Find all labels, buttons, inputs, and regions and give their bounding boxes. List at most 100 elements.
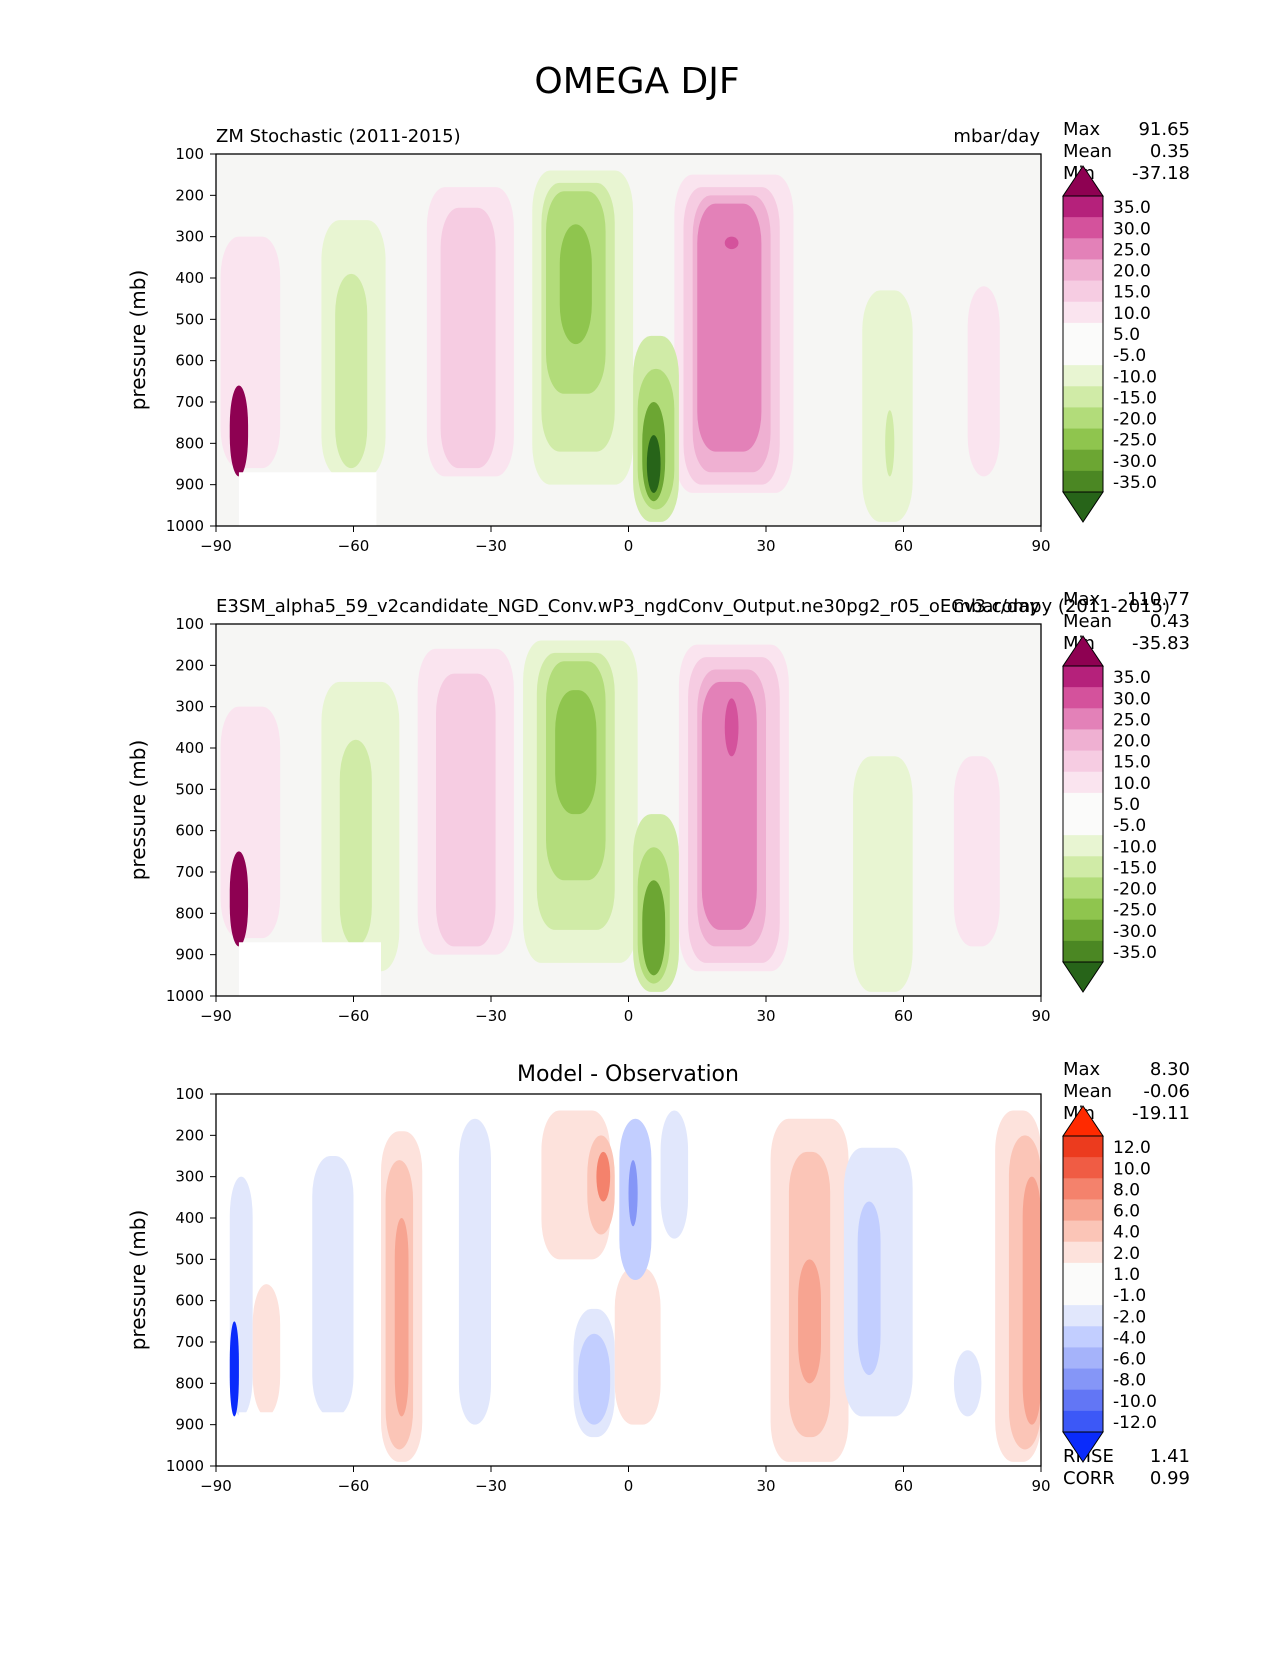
panel-bottom-title: Model - Observation: [517, 1062, 739, 1087]
x-tick-label: −90: [200, 537, 232, 555]
contour-negative-level-5: [642, 880, 666, 976]
x-tick-label: 30: [756, 537, 775, 555]
colorbar-band: [1063, 1347, 1103, 1370]
colorbar-tick-label: 2.0: [1113, 1244, 1140, 1264]
colorbar-band: [1063, 238, 1103, 260]
x-tick-label: −60: [338, 537, 370, 555]
panel-bottom-colorbar: 12.010.08.06.04.02.01.0-1.0-2.0-4.0-6.0-…: [1062, 1105, 1157, 1463]
x-tick-label: 60: [894, 1007, 913, 1025]
panel-middle-min-value: -35.83: [1132, 633, 1190, 654]
x-tick-label: −60: [338, 1477, 370, 1495]
colorbar-band: [1063, 386, 1103, 408]
colorbar-tick-label: -6.0: [1113, 1350, 1146, 1370]
x-tick-label: 60: [894, 537, 913, 555]
y-tick-label: 800: [175, 434, 204, 452]
panel-top: ZM Stochastic (2011-2015) mbar/day Max 9…: [126, 119, 1190, 555]
panel-top-max-value: 91.65: [1138, 119, 1190, 140]
y-tick-label: 300: [175, 228, 204, 246]
y-tick-label: 700: [175, 863, 204, 881]
colorbar-band: [1063, 1157, 1103, 1179]
contour-negative-level-1: [853, 756, 913, 992]
contour-positive-level-1: [953, 756, 1000, 947]
y-tick-label: 800: [175, 904, 204, 922]
panel-bottom-ylabel: pressure (mb): [126, 1210, 150, 1351]
x-tick-label: 60: [894, 1477, 913, 1495]
contour-positive-level-7: [229, 851, 249, 947]
masked-topography: [238, 942, 381, 997]
y-tick-label: 600: [175, 822, 204, 840]
colorbar-tick-label: -20.0: [1113, 410, 1157, 430]
y-tick-label: 100: [175, 615, 204, 633]
contour-positive-level-1: [614, 1267, 661, 1425]
contour-negative-level-2: [339, 739, 372, 947]
colorbar-band: [1063, 814, 1103, 836]
colorbar-band: [1063, 666, 1103, 688]
colorbar-bottom-cap: [1062, 961, 1104, 993]
colorbar-band: [1063, 856, 1103, 878]
colorbar-band: [1063, 898, 1103, 921]
colorbar-tick-label: -30.0: [1113, 452, 1157, 472]
colorbar-tick-label: -25.0: [1113, 901, 1157, 921]
panel-bottom-rmse-value: 1.41: [1150, 1446, 1190, 1467]
y-tick-label: 500: [175, 310, 204, 328]
contour-positive-level-2: [436, 673, 496, 947]
colorbar-band: [1063, 708, 1103, 730]
colorbar-tick-label: 8.0: [1113, 1180, 1140, 1200]
colorbar-frame: [1062, 195, 1104, 493]
colorbar-tick-label: -5.0: [1113, 346, 1146, 366]
contour-negative-level-1: [312, 1156, 354, 1417]
panel-middle-max-label: Max: [1063, 589, 1101, 610]
x-tick-label: −30: [475, 1007, 507, 1025]
contour-positive-level-5: [724, 698, 739, 757]
x-tick-label: 0: [624, 1007, 634, 1025]
colorbar-tick-label: -35.0: [1113, 943, 1157, 963]
colorbar-tick-label: 5.0: [1113, 795, 1140, 815]
y-tick-label: 100: [175, 145, 204, 163]
panel-top-units: mbar/day: [953, 126, 1040, 147]
contour-positive-level-3: [1022, 1176, 1041, 1425]
colorbar-band: [1063, 217, 1103, 239]
colorbar-tick-label: 20.0: [1113, 732, 1151, 752]
colorbar-band: [1063, 1389, 1103, 1412]
colorbar-band: [1063, 729, 1103, 752]
colorbar-band: [1063, 1368, 1103, 1391]
colorbar-band: [1063, 428, 1103, 451]
panel-bottom-min-value: -19.11: [1132, 1103, 1190, 1124]
contour-positive-level-4: [596, 1151, 611, 1202]
contour-positive-level-7: [229, 385, 249, 477]
y-tick-label: 200: [175, 1126, 204, 1144]
colorbar-tick-label: -4.0: [1113, 1328, 1146, 1348]
contour-positive-level-1: [220, 706, 281, 939]
contour-negative-level-4: [628, 1160, 638, 1227]
colorbar-band: [1063, 1284, 1103, 1306]
panel-bottom-mean-label: Mean: [1063, 1081, 1112, 1102]
colorbar-tick-label: -1.0: [1113, 1286, 1146, 1306]
y-tick-label: 200: [175, 186, 204, 204]
x-tick-label: 0: [624, 1477, 634, 1495]
colorbar-tick-label: 15.0: [1113, 753, 1151, 773]
colorbar-band: [1063, 1410, 1103, 1433]
y-tick-label: 300: [175, 1168, 204, 1186]
colorbar-band: [1063, 1199, 1103, 1222]
y-tick-label: 1000: [166, 1457, 204, 1475]
figure-title: OMEGA DJF: [534, 61, 739, 102]
x-tick-label: 90: [1031, 1477, 1050, 1495]
y-tick-label: 700: [175, 393, 204, 411]
contour-positive-level-4: [701, 681, 757, 930]
panel-bottom: Model - Observation Max 8.30 Mean -0.06 …: [126, 1059, 1190, 1495]
colorbar-tick-label: 25.0: [1113, 240, 1151, 260]
contour-positive-level-3: [394, 1218, 409, 1417]
y-tick-label: 600: [175, 352, 204, 370]
y-tick-label: 500: [175, 780, 204, 798]
colorbar-tick-label: 20.0: [1113, 262, 1151, 282]
y-tick-label: 200: [175, 656, 204, 674]
colorbar-frame: [1062, 665, 1104, 963]
panel-top-ylabel: pressure (mb): [126, 270, 150, 411]
x-tick-label: −30: [475, 537, 507, 555]
panel-bottom-corr-label: CORR: [1063, 1468, 1115, 1489]
colorbar-band: [1063, 687, 1103, 709]
